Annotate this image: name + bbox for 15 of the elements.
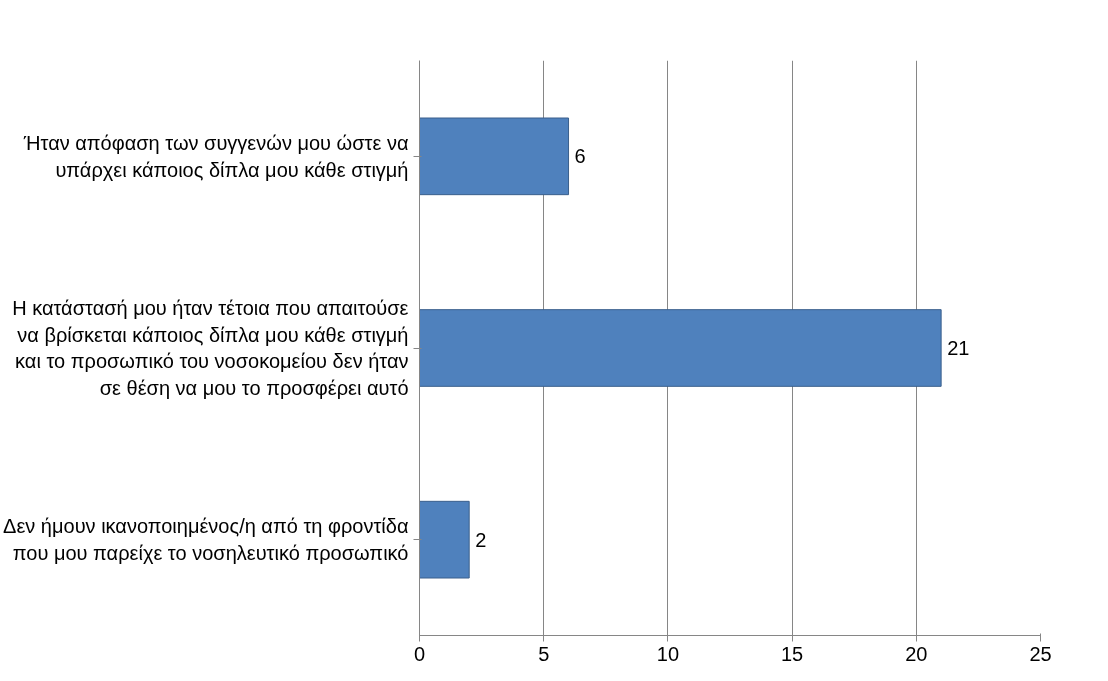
y-tick-label: Δεν ήμουν ικανοποιημένος/η από τη φροντίδα που μου παρείχε το νοσηλευτικό προσωπικό xyxy=(3,515,409,564)
x-tick-label: 25 xyxy=(1029,642,1052,665)
y-tick-label: Η κατάστασή μου ήταν τέτοια που απαιτούσε να βρίσκεται κάποιος δίπλα μου κάθε στιγμή και το προσωπικό του νοσοκομείου δεν ήταν σε θέση να μου το προσφέρει αυτό xyxy=(12,297,409,399)
data-label: 6 xyxy=(574,145,586,168)
data-label: 21 xyxy=(947,337,970,359)
x-tick-label: 20 xyxy=(905,642,928,665)
bar xyxy=(419,117,570,196)
data-label: 2 xyxy=(475,528,487,551)
x-tick-label: 5 xyxy=(538,642,550,665)
bar xyxy=(419,309,942,387)
y-tick-label: Ήταν απόφαση των συγγενών μου ώστε να υπάρχει κάποιος δίπλα μου κάθε στιγμή xyxy=(22,132,409,181)
x-tick-label: 15 xyxy=(780,642,804,665)
x-tick-label: 0 xyxy=(413,642,426,665)
bar xyxy=(419,500,470,579)
x-tick-label: 10 xyxy=(656,642,680,665)
